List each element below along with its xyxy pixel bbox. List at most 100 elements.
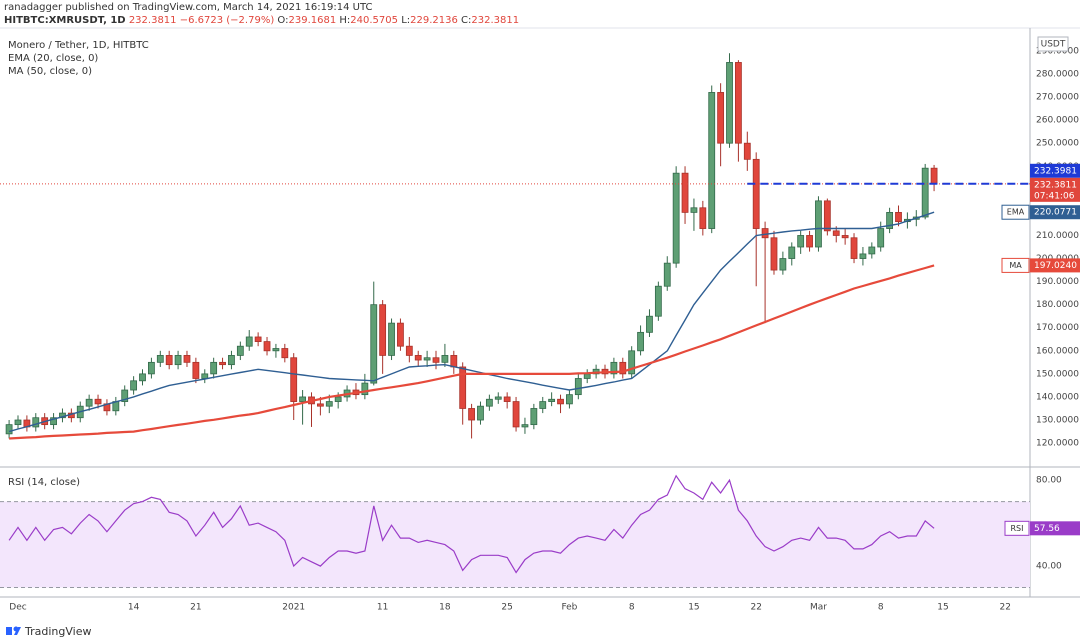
candle-body <box>726 62 733 144</box>
y-tick-label: 260.0000 <box>1036 116 1079 126</box>
candle-body <box>290 357 298 402</box>
tag-label-box <box>1001 204 1030 220</box>
tag-label: EMA <box>1007 208 1025 217</box>
candle-body <box>361 382 369 396</box>
candle-body <box>201 373 209 379</box>
candle-body <box>823 200 831 232</box>
last-price: 232.3811 <box>129 15 177 26</box>
candle-body <box>886 211 894 229</box>
candle-body <box>485 398 493 407</box>
y-tick-label: 250.0000 <box>1036 139 1079 149</box>
logo <box>6 626 21 635</box>
rsi-band <box>0 501 1030 588</box>
candle-body <box>94 398 102 405</box>
hline-tag-box <box>1030 163 1080 178</box>
candle-body <box>423 357 431 361</box>
y-tick-label: 120.0000 <box>1036 439 1079 449</box>
candle-body <box>281 348 289 359</box>
candle-body <box>512 401 520 428</box>
y-tick-label: 160.0000 <box>1036 346 1079 356</box>
indicator-line <box>8 211 935 433</box>
change: −6.6723 (−2.79%) <box>180 15 275 26</box>
ohlc-label: C: <box>461 15 471 26</box>
candle-body <box>14 419 22 426</box>
candle-body <box>646 315 653 333</box>
ohlc-value: 229.2136 <box>410 15 458 26</box>
ohlc-label: H: <box>339 15 350 26</box>
candle-body <box>672 172 680 264</box>
ohlc-value: 239.1681 <box>288 15 336 26</box>
rsi-line <box>8 474 935 574</box>
candle-body <box>245 336 253 347</box>
candle-body <box>637 331 644 352</box>
tag-box <box>1030 205 1080 220</box>
candle-body <box>921 167 929 218</box>
brand: TradingView <box>24 625 91 638</box>
candle-body <box>566 394 573 405</box>
candle-body <box>850 237 858 259</box>
x-tick-label: 2021 <box>282 603 305 613</box>
candle-body <box>405 345 413 356</box>
candle-body <box>610 361 618 375</box>
candle-body <box>130 380 138 391</box>
candle-body <box>699 207 707 229</box>
candle-body <box>272 348 280 352</box>
x-tick-label: 25 <box>501 603 512 613</box>
tag-label: MA <box>1009 261 1022 270</box>
candle-body <box>85 398 93 407</box>
candle-body <box>121 389 129 402</box>
ohlc-label: L: <box>401 15 410 26</box>
candle-body <box>50 417 57 426</box>
plot: 120.0000 130.0000 140.0000 150.0000 160.0000… <box>0 46 1080 613</box>
candle-body <box>877 228 885 248</box>
tag-value: 57.56 <box>1034 524 1060 534</box>
candle-body <box>708 92 716 229</box>
x-tick-label: 8 <box>629 603 635 613</box>
y-tick-label: 150.0000 <box>1036 369 1079 379</box>
x-tick-label: Dec <box>9 603 26 613</box>
candle-body <box>192 361 200 379</box>
hline-tag-value: 232.3981 <box>1034 166 1077 176</box>
candle-body <box>468 408 475 421</box>
candle-body <box>494 396 502 400</box>
tag-label: RSI <box>1011 524 1024 533</box>
y-tick-label: 270.0000 <box>1036 93 1079 103</box>
tag-box <box>1030 521 1080 536</box>
candle-body <box>574 378 582 396</box>
candle-body <box>806 235 813 248</box>
candle-body <box>557 398 564 405</box>
candle-body <box>583 373 591 379</box>
tag-value: 197.0240 <box>1034 261 1077 271</box>
x-tick-label: 21 <box>190 603 201 613</box>
currency: USDT <box>1041 40 1066 50</box>
candle-body <box>681 172 689 213</box>
candle-body <box>477 405 484 421</box>
candle-body <box>183 355 191 363</box>
candle-body <box>832 230 840 236</box>
candle-body <box>743 142 751 160</box>
symbol-line: HITBTC:XMRUSDT, 1D 232.3811 −6.6723 (−2.… <box>4 15 519 26</box>
candle-body <box>717 92 725 144</box>
rsi-title: RSI (14, close) <box>8 477 80 488</box>
tag-value: 220.0771 <box>1034 208 1077 218</box>
x-tick-label: 14 <box>128 603 140 613</box>
candle-body <box>779 258 787 271</box>
y-tick-label: 210.0000 <box>1036 231 1079 241</box>
candle-body <box>325 401 333 407</box>
candle-body <box>156 355 164 363</box>
candle-body <box>815 200 822 248</box>
candle-body <box>619 361 627 375</box>
x-tick-label: Mar <box>810 603 827 613</box>
candle-body <box>654 285 662 317</box>
candle-body <box>770 237 778 271</box>
tag-box <box>1030 258 1080 273</box>
candle-body <box>299 396 307 402</box>
candle-body <box>859 253 867 259</box>
candle-body <box>690 207 698 213</box>
symbol: HITBTC:XMRUSDT, 1D <box>4 15 126 26</box>
candle-body <box>441 355 449 363</box>
countdown: 07:41:06 <box>1034 191 1075 201</box>
candle-body <box>868 246 876 255</box>
candle-body <box>450 355 458 368</box>
